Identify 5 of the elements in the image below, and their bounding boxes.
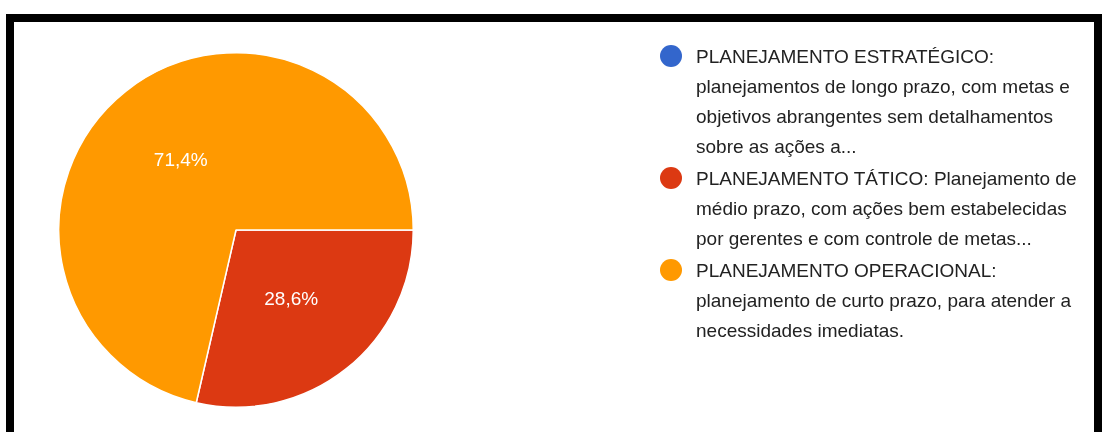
legend-label: PLANEJAMENTO ESTRATÉGICO: planejamentos de longo prazo, com metas e objetivos abrangentes sem detalhamentos sobre as ações a... [696,45,1071,159]
legend-label: PLANEJAMENTO OPERACIONAL: planejamento de curto prazo, para atender a necessidades imediatas. [696,259,1072,343]
data-label: 71,4% [153,148,208,170]
legend-label: PLANEJAMENTO TÁTICO: Planejamento de médio prazo, com ações bem estabelecidas por gerentes e com controle de metas... [696,167,1078,251]
data-label: 28,6% [264,287,319,309]
